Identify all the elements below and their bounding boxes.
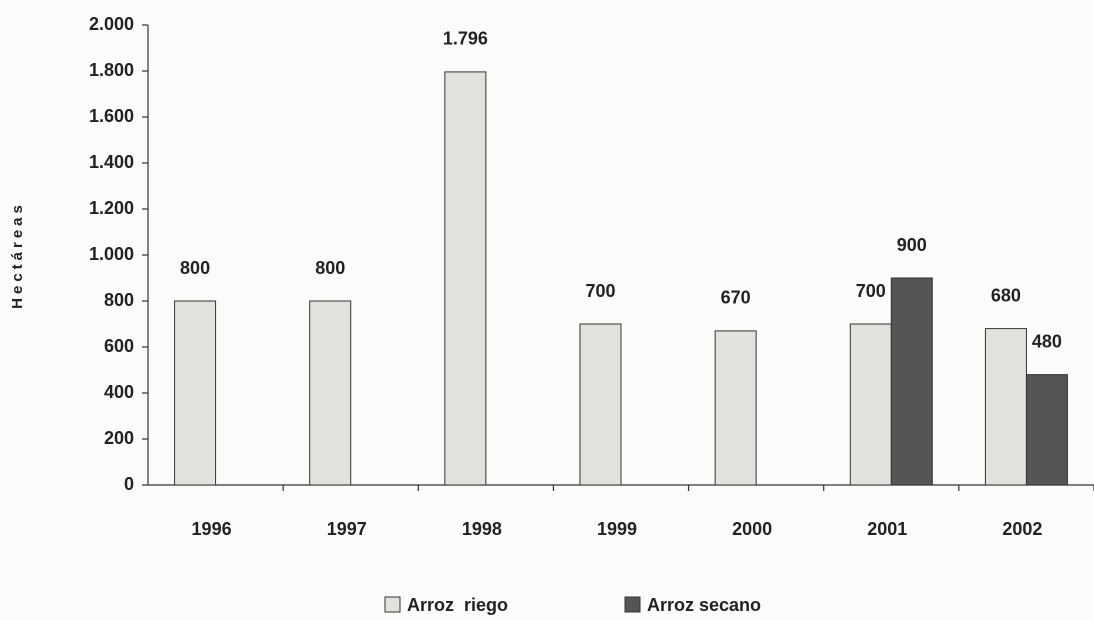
legend-label: Arroz riego <box>407 595 508 615</box>
data-label: 680 <box>991 285 1021 305</box>
y-tick-label: 200 <box>104 428 134 448</box>
bar <box>309 300 352 486</box>
legend-label: Arroz secano <box>647 595 761 615</box>
bar <box>444 71 487 486</box>
x-tick-label: 1996 <box>192 519 232 539</box>
bar <box>890 277 933 486</box>
y-tick-label: 600 <box>104 336 134 356</box>
bar <box>849 323 892 486</box>
data-label: 700 <box>585 281 615 301</box>
y-tick-label: 1.800 <box>89 60 134 80</box>
y-tick-label: 400 <box>104 382 134 402</box>
y-tick-label: 1.000 <box>89 244 134 264</box>
y-axis-label: Hectáreas <box>9 201 26 309</box>
y-tick-label: 2.000 <box>89 14 134 34</box>
x-tick-label: 2002 <box>1002 519 1042 539</box>
data-label: 480 <box>1032 331 1062 351</box>
y-tick-label: 1.200 <box>89 198 134 218</box>
x-tick-label: 1998 <box>462 519 502 539</box>
y-tick-label: 1.600 <box>89 106 134 126</box>
data-label: 900 <box>897 235 927 255</box>
x-tick-label: 2001 <box>867 519 907 539</box>
y-tick-label: 1.400 <box>89 152 134 172</box>
y-tick-label: 0 <box>124 474 134 494</box>
x-tick-label: 1999 <box>597 519 637 539</box>
bar <box>174 300 217 486</box>
data-label: 700 <box>856 281 886 301</box>
data-label: 800 <box>315 258 345 278</box>
y-tick-label: 800 <box>104 290 134 310</box>
bar <box>1025 374 1068 486</box>
data-label: 1.796 <box>443 29 488 49</box>
legend-swatch <box>624 596 641 613</box>
x-tick-label: 2000 <box>732 519 772 539</box>
legend-swatch <box>384 596 401 613</box>
bar <box>714 330 757 486</box>
data-label: 670 <box>721 288 751 308</box>
data-label: 800 <box>180 258 210 278</box>
x-tick-label: 1997 <box>327 519 367 539</box>
bar <box>579 323 622 486</box>
bar <box>984 328 1027 486</box>
